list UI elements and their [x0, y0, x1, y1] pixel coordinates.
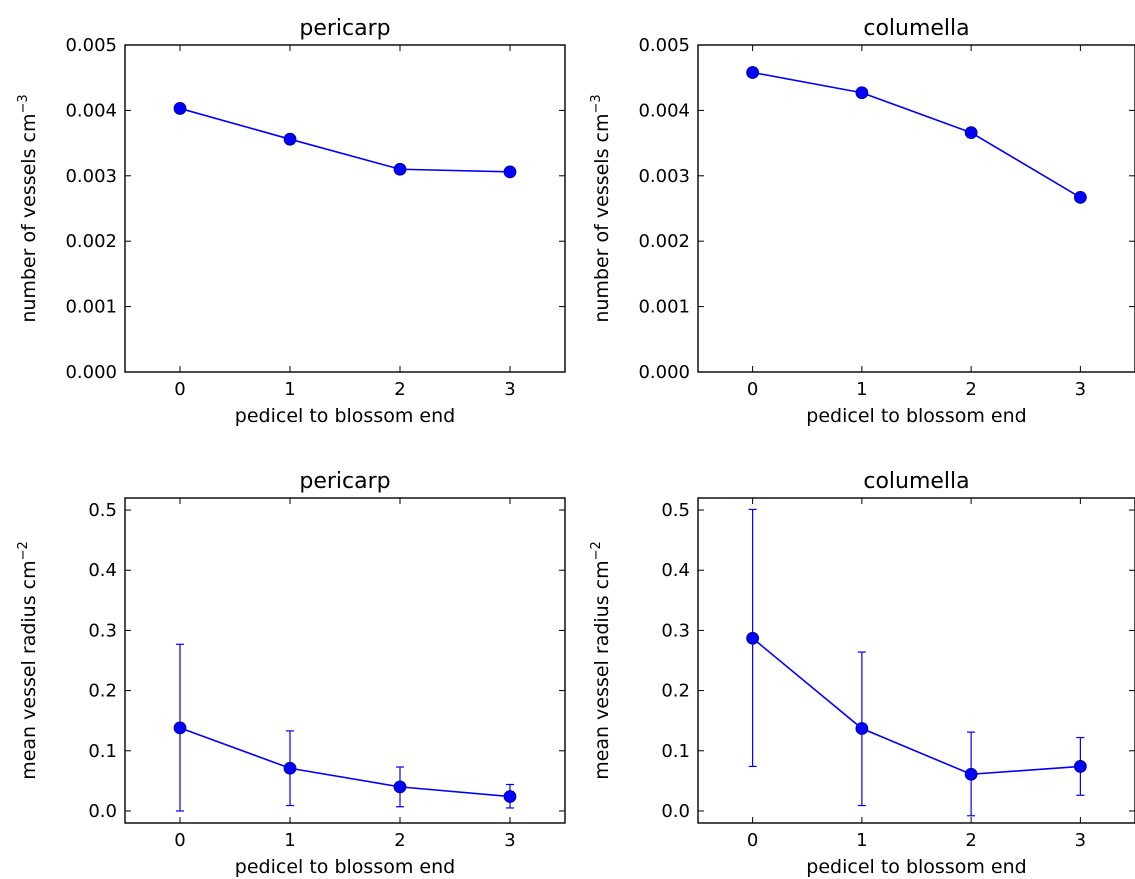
x-tick-label: 2 — [965, 830, 976, 851]
x-tick-label: 0 — [174, 379, 185, 400]
y-tick-label: 0.005 — [65, 35, 117, 56]
x-axis-label: pedicel to blossom end — [806, 856, 1026, 878]
chart-title: columella — [863, 469, 969, 494]
y-tick-label: 0.001 — [65, 297, 117, 318]
x-tick-label: 1 — [856, 379, 867, 400]
x-tick-label: 2 — [394, 379, 405, 400]
y-axis-label-text: mean vessel radius cm — [18, 560, 40, 779]
y-tick-label: 0.0 — [661, 801, 690, 822]
y-tick-label: 0.005 — [638, 35, 690, 56]
x-tick-label: 1 — [284, 379, 295, 400]
chart-title: pericarp — [299, 469, 390, 494]
y-tick-label: 0.003 — [638, 166, 690, 187]
data-point — [393, 780, 407, 794]
y-tick-label: 0.0 — [88, 801, 117, 822]
chart-title: pericarp — [299, 16, 390, 41]
y-axis-label-sup: −2 — [16, 541, 31, 560]
y-tick-label: 0.002 — [638, 231, 690, 252]
y-tick-label: 0.1 — [661, 741, 690, 762]
x-tick-label: 3 — [1075, 830, 1086, 851]
data-point — [283, 132, 297, 146]
x-axis-label: pedicel to blossom end — [235, 856, 455, 878]
y-axis-label-text: mean vessel radius cm — [591, 560, 613, 779]
y-tick-label: 0.000 — [65, 362, 117, 383]
y-tick-label: 0.004 — [638, 100, 690, 121]
y-axis-label-sup: −3 — [16, 94, 31, 113]
x-axis-label: pedicel to blossom end — [806, 405, 1026, 427]
panel-pericarp-vessel-radius: pericarp 0 1 2 3 0.0 0.1 0.2 0.3 0.4 0.5 pedicel to… — [16, 469, 566, 878]
y-tick-label: 0.004 — [65, 100, 117, 121]
y-axis-label-text: number of vessels cm — [591, 114, 613, 323]
data-point — [173, 721, 187, 735]
series-line — [179, 107, 511, 173]
data-point — [173, 102, 187, 115]
y-tick-label: 0.2 — [88, 681, 117, 702]
axes-frame — [697, 497, 1135, 824]
data-point — [855, 722, 869, 735]
data-point — [393, 162, 407, 176]
x-tick-label: 3 — [504, 830, 515, 851]
y-tick-label: 0.3 — [88, 620, 117, 641]
x-tick-label: 2 — [394, 830, 405, 851]
axes-frame — [124, 44, 566, 373]
data-point — [1073, 760, 1087, 773]
data-point — [746, 66, 760, 79]
data-point — [964, 767, 978, 781]
data-point — [855, 86, 869, 100]
y-tick-label: 0.000 — [638, 362, 690, 383]
data-point — [1073, 190, 1087, 204]
y-axis-label: mean vessel radius cm−2 — [16, 541, 40, 780]
y-tick-label: 0.1 — [88, 741, 117, 762]
y-axis-label: number of vessels cm−3 — [589, 94, 613, 322]
series-line — [752, 71, 1081, 199]
y-axis-label: number of vessels cm−3 — [16, 94, 40, 322]
data-point — [503, 790, 517, 803]
x-tick-label: 3 — [504, 379, 515, 400]
x-tick-label: 1 — [856, 830, 867, 851]
y-axis-label-sup: −3 — [589, 94, 604, 113]
y-tick-label: 0.003 — [65, 166, 117, 187]
x-tick-label: 3 — [1075, 379, 1086, 400]
x-tick-label: 2 — [965, 379, 976, 400]
series-line — [179, 727, 511, 798]
panel-columella-vessel-count: columella 0 1 2 3 0.000 0.001 0.002 0.003 0.004 0.… — [589, 16, 1135, 427]
data-point — [746, 631, 760, 645]
y-tick-label: 0.5 — [661, 500, 690, 521]
y-tick-label: 0.3 — [661, 620, 690, 641]
x-tick-label: 1 — [284, 830, 295, 851]
data-point — [503, 165, 517, 179]
x-tick-label: 0 — [174, 830, 185, 851]
series-line — [752, 637, 1081, 776]
y-tick-label: 0.5 — [88, 500, 117, 521]
y-tick-label: 0.002 — [65, 231, 117, 252]
x-tick-label: 0 — [747, 830, 758, 851]
panel-columella-vessel-radius: columella 0 1 2 3 0.0 0.1 0.2 0.3 0.4 0.5 pedicel t… — [589, 469, 1135, 878]
y-tick-label: 0.2 — [661, 681, 690, 702]
y-tick-label: 0.4 — [88, 560, 117, 581]
x-tick-label: 0 — [747, 379, 758, 400]
data-point — [283, 761, 297, 775]
y-axis-label-sup: −2 — [589, 541, 604, 560]
y-tick-label: 0.4 — [661, 560, 690, 581]
y-tick-label: 0.001 — [638, 297, 690, 318]
axes-frame — [697, 44, 1135, 373]
y-axis-label-text: number of vessels cm — [18, 114, 40, 323]
chart-title: columella — [863, 16, 969, 41]
y-axis-label: mean vessel radius cm−2 — [589, 541, 613, 780]
x-axis-label: pedicel to blossom end — [235, 405, 455, 427]
panel-pericarp-vessel-count: pericarp 0 1 2 3 0.000 0.001 0.002 0.003 0.004 0.0… — [16, 16, 566, 427]
axes-frame — [124, 497, 566, 824]
data-point — [964, 126, 978, 140]
